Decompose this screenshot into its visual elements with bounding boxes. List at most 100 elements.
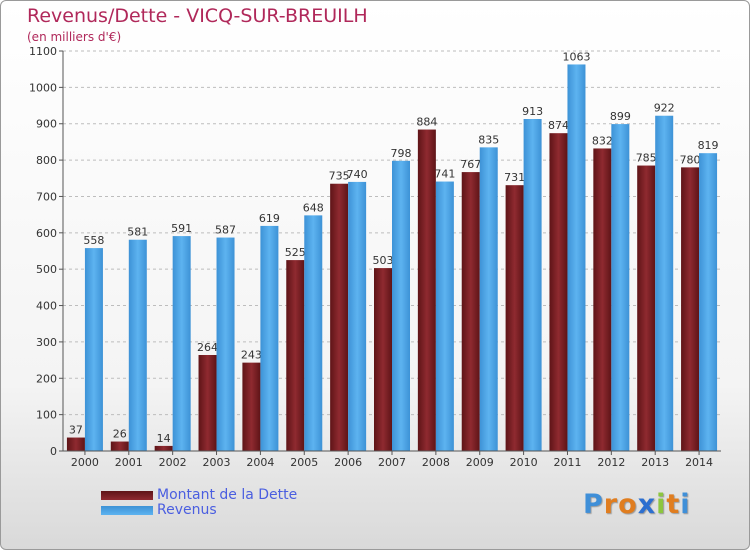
bar-debt xyxy=(374,268,392,451)
logo-letter: r xyxy=(603,489,619,520)
bar-revenue xyxy=(84,248,103,451)
y-tick-label: 1000 xyxy=(29,81,57,94)
x-tick-label: 2011 xyxy=(553,456,581,469)
y-tick-label: 600 xyxy=(36,227,57,240)
x-tick-label: 2002 xyxy=(159,456,187,469)
y-tick-label: 900 xyxy=(36,118,57,131)
data-label-debt: 767 xyxy=(460,158,481,171)
data-label-debt: 264 xyxy=(197,341,218,354)
bar-revenue xyxy=(216,237,235,451)
bar-debt xyxy=(461,172,480,451)
bar-revenue xyxy=(655,115,674,452)
x-tick-label: 2008 xyxy=(422,456,450,469)
x-tick-label: 2009 xyxy=(466,456,494,469)
y-tick-label: 500 xyxy=(36,263,57,276)
data-label-revenue: 558 xyxy=(83,234,104,247)
y-tick-label: 400 xyxy=(36,300,57,313)
logo-letter: P xyxy=(583,489,604,520)
logo-letter: o xyxy=(618,489,638,520)
data-label-revenue: 581 xyxy=(127,226,148,239)
chart-title: Revenus/Dette - VICQ-SUR-BREUILH xyxy=(27,5,368,27)
data-label-revenue: 648 xyxy=(303,201,324,214)
bar-revenue xyxy=(567,64,586,452)
x-tick-label: 2014 xyxy=(685,456,713,469)
data-label-revenue: 587 xyxy=(215,224,236,237)
y-tick-label: 0 xyxy=(50,445,57,458)
data-label-debt: 780 xyxy=(680,153,701,166)
bar-debt xyxy=(681,167,700,451)
logo-letter: t xyxy=(666,489,681,520)
data-label-debt: 735 xyxy=(329,170,350,183)
x-tick-label: 2012 xyxy=(597,456,625,469)
bar-revenue xyxy=(128,239,147,451)
bar-debt xyxy=(330,183,349,451)
x-tick-label: 2010 xyxy=(510,456,538,469)
data-label-debt: 785 xyxy=(636,152,657,165)
bar-debt xyxy=(286,260,305,451)
data-label-revenue: 798 xyxy=(391,147,412,160)
data-label-debt: 731 xyxy=(504,171,525,184)
y-tick-label: 200 xyxy=(36,372,57,385)
data-label-revenue: 740 xyxy=(347,168,368,181)
data-label-debt: 26 xyxy=(113,428,127,441)
bar-debt xyxy=(66,437,85,451)
chart-subtitle: (en milliers d'€) xyxy=(27,30,122,44)
bar-debt xyxy=(242,362,261,451)
data-label-debt: 14 xyxy=(157,432,171,445)
data-label-revenue: 741 xyxy=(434,168,455,181)
data-label-revenue: 922 xyxy=(654,102,675,115)
bar-revenue xyxy=(479,147,498,451)
data-label-debt: 874 xyxy=(548,119,569,132)
legend-swatch-debt xyxy=(101,491,153,500)
data-label-debt: 243 xyxy=(241,349,262,362)
x-tick-label: 2007 xyxy=(378,456,406,469)
data-label-revenue: 1063 xyxy=(562,50,590,63)
data-label-revenue: 819 xyxy=(698,139,719,152)
data-label-debt: 832 xyxy=(592,134,613,147)
y-tick-label: 700 xyxy=(36,190,57,203)
y-tick-label: 100 xyxy=(36,409,57,422)
legend-swatch-revenue xyxy=(101,506,153,515)
proxiti-logo: Proxiti xyxy=(583,489,691,520)
y-tick-label: 1100 xyxy=(29,45,57,58)
x-tick-label: 2000 xyxy=(71,456,99,469)
logo-letter: i xyxy=(680,489,691,520)
bar-revenue xyxy=(523,119,542,451)
bar-revenue xyxy=(304,215,323,451)
x-tick-label: 2006 xyxy=(334,456,362,469)
bar-revenue xyxy=(611,124,630,451)
data-label-revenue: 835 xyxy=(478,133,499,146)
legend-label-debt: Montant de la Dette xyxy=(157,487,298,503)
bar-debt xyxy=(417,129,436,451)
bar-revenue xyxy=(348,181,367,451)
data-label-revenue: 913 xyxy=(522,105,543,118)
data-label-debt: 525 xyxy=(285,246,306,259)
data-label-debt: 37 xyxy=(69,424,83,437)
x-tick-label: 2005 xyxy=(290,456,318,469)
logo-letter: x xyxy=(637,489,657,520)
data-label-debt: 503 xyxy=(373,254,394,267)
bar-debt xyxy=(505,185,524,451)
bar-revenue xyxy=(172,236,191,451)
legend-label-revenue: Revenus xyxy=(157,502,217,518)
y-tick-label: 800 xyxy=(36,154,57,167)
data-label-revenue: 899 xyxy=(610,110,631,123)
data-label-revenue: 591 xyxy=(171,222,192,235)
bar-debt xyxy=(198,355,217,451)
x-tick-label: 2003 xyxy=(203,456,231,469)
bar-debt xyxy=(549,133,568,451)
x-tick-label: 2001 xyxy=(115,456,143,469)
bar-revenue xyxy=(435,181,454,451)
bar-debt xyxy=(637,165,656,451)
x-tick-label: 2013 xyxy=(641,456,669,469)
bar-revenue xyxy=(699,153,718,451)
y-tick-label: 300 xyxy=(36,336,57,349)
data-label-revenue: 619 xyxy=(259,212,280,225)
bar-debt xyxy=(110,441,129,451)
bar-debt xyxy=(593,148,612,452)
bar-debt xyxy=(154,445,173,451)
bar-revenue xyxy=(392,160,410,451)
data-label-debt: 884 xyxy=(416,116,437,129)
